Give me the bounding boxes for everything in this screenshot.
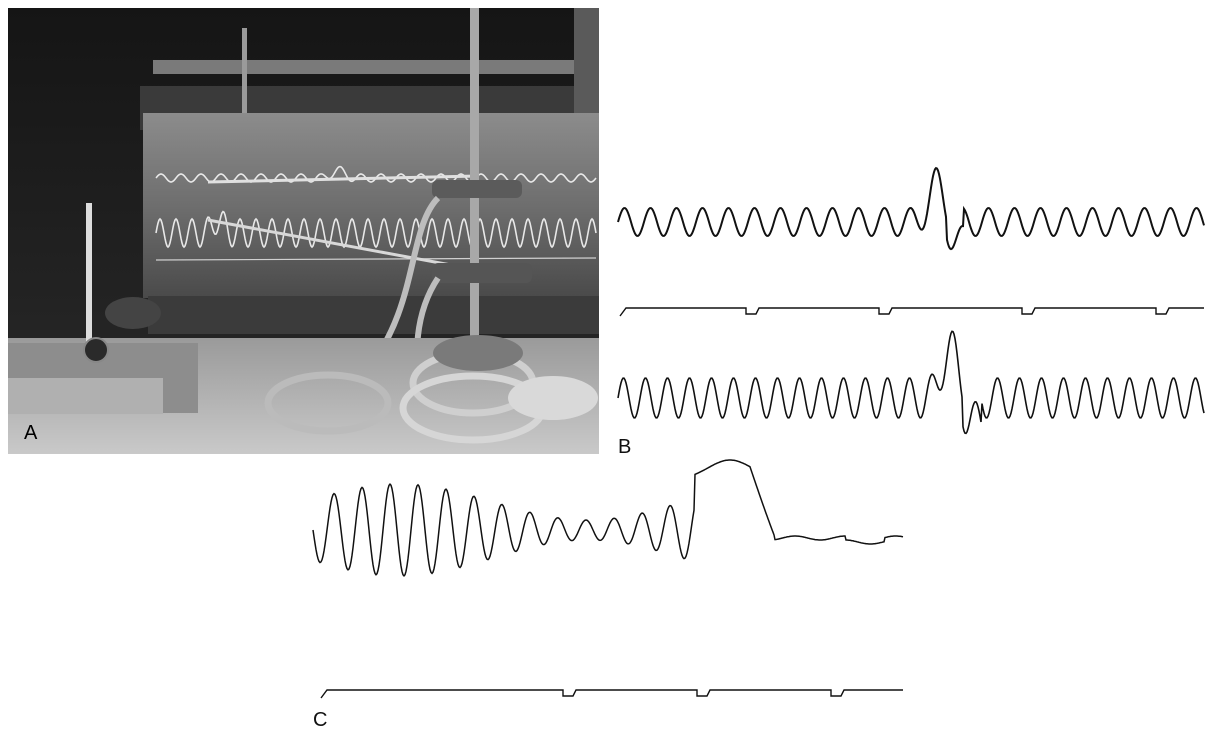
- trace-c-upper: [312, 459, 904, 578]
- drum-trace-lower: [155, 210, 597, 249]
- coiled-tube-3: [264, 371, 392, 435]
- panel-label-b: B: [618, 436, 632, 458]
- drum-baseline: [155, 257, 597, 261]
- pointer-pin: [86, 203, 92, 348]
- pillar-right: [574, 8, 599, 118]
- panel-b-traces: [617, 166, 1205, 435]
- writing-lever-lower: [207, 218, 479, 272]
- clamp-upper: [432, 180, 522, 198]
- clamp-lower: [432, 263, 532, 283]
- panel-c-traces: [312, 459, 904, 699]
- trace-c-marker: [320, 689, 903, 699]
- trace-b-upper: [617, 166, 1205, 251]
- drum-base: [148, 296, 599, 334]
- panel-label-a: A: [24, 422, 38, 444]
- horizontal-bar: [153, 60, 599, 74]
- tambour-wheel: [83, 337, 109, 363]
- stand-base: [433, 335, 523, 371]
- wooden-block-front: [8, 378, 163, 414]
- apparatus-photograph: [8, 8, 599, 454]
- panel-label-c: C: [313, 709, 328, 731]
- disc-weight: [508, 376, 598, 420]
- stand-rod: [470, 8, 479, 348]
- vertical-rod-left: [242, 28, 247, 118]
- trace-b-lower: [617, 330, 1205, 435]
- tambour: [105, 297, 161, 329]
- writing-lever-upper: [207, 174, 479, 184]
- trace-b-marker: [619, 307, 1204, 317]
